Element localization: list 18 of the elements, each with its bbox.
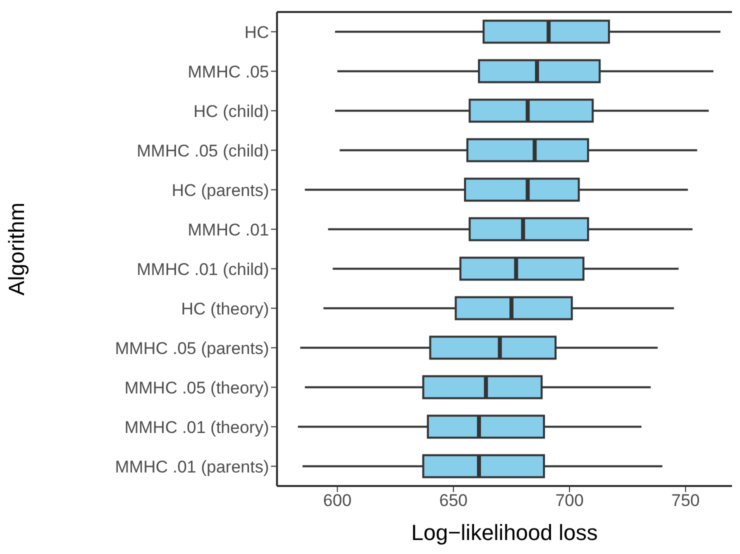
y-tick-label: HC bbox=[244, 22, 269, 42]
y-tick-label: HC (theory) bbox=[181, 299, 269, 318]
y-tick-label: HC (parents) bbox=[172, 180, 269, 200]
y-tick-label: MMHC .01 bbox=[188, 220, 269, 240]
x-tick-label: 600 bbox=[323, 491, 352, 510]
y-axis-title: Algorithm bbox=[4, 202, 29, 296]
y-tick-label: MMHC .05 (child) bbox=[136, 141, 269, 160]
y-tick-label: MMHC .01 (theory) bbox=[124, 418, 269, 437]
y-tick-label: HC (child) bbox=[193, 102, 269, 121]
x-tick-label: 750 bbox=[671, 491, 700, 510]
y-tick-label: MMHC .05 bbox=[188, 62, 269, 82]
x-tick-label: 650 bbox=[439, 491, 468, 510]
x-axis-title: Log−likelihood loss bbox=[411, 520, 598, 545]
y-tick-label: MMHC .05 (parents) bbox=[115, 338, 269, 358]
y-tick-label: MMHC .01 (child) bbox=[136, 260, 269, 279]
x-tick-label: 700 bbox=[555, 491, 584, 510]
y-tick-label: MMHC .01 (parents) bbox=[115, 457, 269, 476]
y-tick-label: MMHC .05 (theory) bbox=[124, 378, 269, 398]
